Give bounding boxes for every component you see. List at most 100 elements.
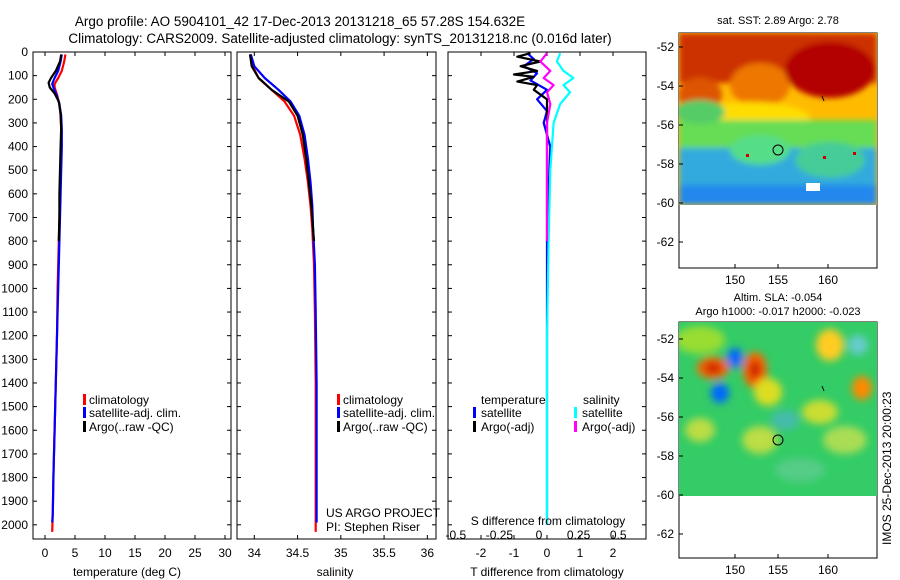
legend-label-t-argo: Argo(-adj) xyxy=(481,420,534,434)
sla-map-title-line2: Argo h1000: -0.017 h2000: -0.023 xyxy=(695,306,860,318)
map-y-tick-label: -56 xyxy=(657,118,675,132)
map-y-tick-label: -62 xyxy=(657,527,675,541)
project-label: US ARGO PROJECT xyxy=(326,506,441,520)
salinity-diff-tick-label: 0 xyxy=(536,528,543,542)
legend-label-t-satellite: satellite xyxy=(481,406,522,420)
x-tick-label: 25 xyxy=(188,546,202,560)
temperature-panel: 0100200300400500600700800900100011001200… xyxy=(1,45,232,579)
depth-tick-label: 2000 xyxy=(1,518,28,532)
depth-tick-label: 1300 xyxy=(1,352,28,366)
x-tick-label: 34 xyxy=(248,546,262,560)
sst-field xyxy=(675,33,877,205)
sla-map-title-line1: Altim. SLA: -0.054 xyxy=(734,292,823,304)
x-tick-label: 20 xyxy=(158,546,172,560)
figure-title-line2: Climatology: CARS2009. Satellite-adjuste… xyxy=(68,31,611,46)
depth-tick-label: 900 xyxy=(8,258,28,272)
map-y-tick-label: -62 xyxy=(657,235,675,249)
x-tick-label: 2 xyxy=(610,546,617,560)
sst-map: sat. SST: 2.89 Argo: 2.78 xyxy=(657,15,877,287)
x-tick-label: -2 xyxy=(476,546,487,560)
depth-tick-label: 500 xyxy=(8,163,28,177)
map-x-tick-label: 155 xyxy=(768,273,788,287)
map-y-tick-label: -60 xyxy=(657,488,675,502)
map-x-tick-label: 150 xyxy=(725,563,745,577)
salinity-legend: climatology satellite-adj. clim. Argo(..… xyxy=(337,393,435,434)
legend-swatch-satellite xyxy=(337,407,340,418)
depth-tick-label: 1500 xyxy=(1,400,28,414)
legend-title-salinity: salinity xyxy=(583,393,620,407)
depth-tick-label: 1900 xyxy=(1,494,28,508)
salinity-panel: 3434.53535.536 climatology satellite-adj… xyxy=(237,52,441,579)
pi-label: PI: Stephen Riser xyxy=(326,520,420,534)
depth-tick-label: 1000 xyxy=(1,281,28,295)
salinity-xlabel: salinity xyxy=(317,565,354,579)
legend-label-satellite: satellite-adj. clim. xyxy=(89,406,181,420)
map-y-tick-label: -58 xyxy=(657,449,675,463)
x-tick-label: 15 xyxy=(128,546,142,560)
legend-swatch-satellite xyxy=(83,407,86,418)
difference-legend-salinity: salinity satellite Argo(-adj) xyxy=(574,393,635,434)
legend-label-climatology: climatology xyxy=(89,393,149,407)
x-tick-label: 0 xyxy=(42,546,49,560)
depth-tick-label: 1600 xyxy=(1,423,28,437)
depth-tick-label: 700 xyxy=(8,210,28,224)
depth-tick-label: 1100 xyxy=(2,305,28,319)
salinity-diff-tick-label: 0.5 xyxy=(610,528,627,542)
salinity-diff-tick-label: 0.25 xyxy=(567,528,591,542)
legend-swatch-t-argo xyxy=(473,421,476,432)
depth-tick-label: 200 xyxy=(8,92,28,106)
salinity-difference-ticks: -0.5-0.2500.250.5 xyxy=(445,528,626,542)
difference-panel: -2-1012 temperature satellite Argo(-adj)… xyxy=(445,52,646,579)
sla-field xyxy=(675,322,877,496)
imos-timestamp: IMOS 25-Dec-2013 20:00:23 xyxy=(880,391,894,545)
difference-profiles xyxy=(448,52,646,525)
legend-label-s-satellite: satellite xyxy=(582,406,623,420)
legend-swatch-s-argo xyxy=(574,421,577,432)
map-x-tick-label: 150 xyxy=(725,273,745,287)
figure-title-line1: Argo profile: AO 5904101_42 17-Dec-2013 … xyxy=(75,14,525,29)
legend-label-argo: Argo(..raw -QC) xyxy=(343,420,428,434)
map-y-tick-label: -56 xyxy=(657,410,675,424)
map-x-tick-label: 160 xyxy=(818,273,838,287)
salinity-profiles xyxy=(237,52,436,532)
temperature-xlabel: temperature (deg C) xyxy=(73,565,181,579)
temperature-axes-box xyxy=(33,52,231,539)
map-y-tick-label: -52 xyxy=(657,332,675,346)
x-tick-label: 0 xyxy=(544,546,551,560)
sst-map-title: sat. SST: 2.89 Argo: 2.78 xyxy=(717,15,839,27)
depth-tick-label: 1400 xyxy=(1,376,28,390)
difference-xlabel: T difference from climatology xyxy=(470,565,624,579)
map-x-tick-label: 155 xyxy=(768,563,788,577)
depth-tick-label: 100 xyxy=(8,69,28,83)
map-x-tick-label: 160 xyxy=(818,563,838,577)
depth-tick-label: 600 xyxy=(8,187,28,201)
x-tick-label: 5 xyxy=(72,546,79,560)
legend-swatch-climatology xyxy=(83,394,86,405)
map-y-tick-label: -54 xyxy=(657,79,675,93)
x-tick-label: 30 xyxy=(218,546,232,560)
depth-axis: 0100200300400500600700800900100011001200… xyxy=(1,45,28,532)
depth-tick-label: 1800 xyxy=(1,471,28,485)
depth-tick-label: 400 xyxy=(8,140,28,154)
sla-map: Altim. SLA: -0.054 Argo h1000: -0.017 h2… xyxy=(657,292,877,577)
x-tick-label: 1 xyxy=(577,546,584,560)
difference-legend-temperature: temperature satellite Argo(-adj) xyxy=(473,393,546,434)
legend-swatch-t-satellite xyxy=(473,407,476,418)
salinity-diff-tick-label: -0.5 xyxy=(445,528,466,542)
s-difference-label: S difference from climatology xyxy=(471,514,626,528)
salinity-axes-box xyxy=(237,52,436,539)
depth-tick-label: 1200 xyxy=(1,329,28,343)
legend-swatch-s-satellite xyxy=(574,407,577,418)
x-tick-label: 35.5 xyxy=(372,546,396,560)
legend-swatch-climatology xyxy=(337,394,340,405)
temperature-x-axis: 0 5 10 15 20 25 30 xyxy=(42,52,232,560)
map-y-tick-label: -60 xyxy=(657,196,675,210)
x-tick-label: 10 xyxy=(98,546,112,560)
depth-tick-label: 800 xyxy=(8,234,28,248)
legend-swatch-argo xyxy=(337,421,340,432)
legend-label-climatology: climatology xyxy=(343,393,403,407)
depth-tick-label: 1700 xyxy=(1,447,28,461)
map-y-tick-label: -52 xyxy=(657,40,675,54)
x-tick-label: 35 xyxy=(334,546,348,560)
